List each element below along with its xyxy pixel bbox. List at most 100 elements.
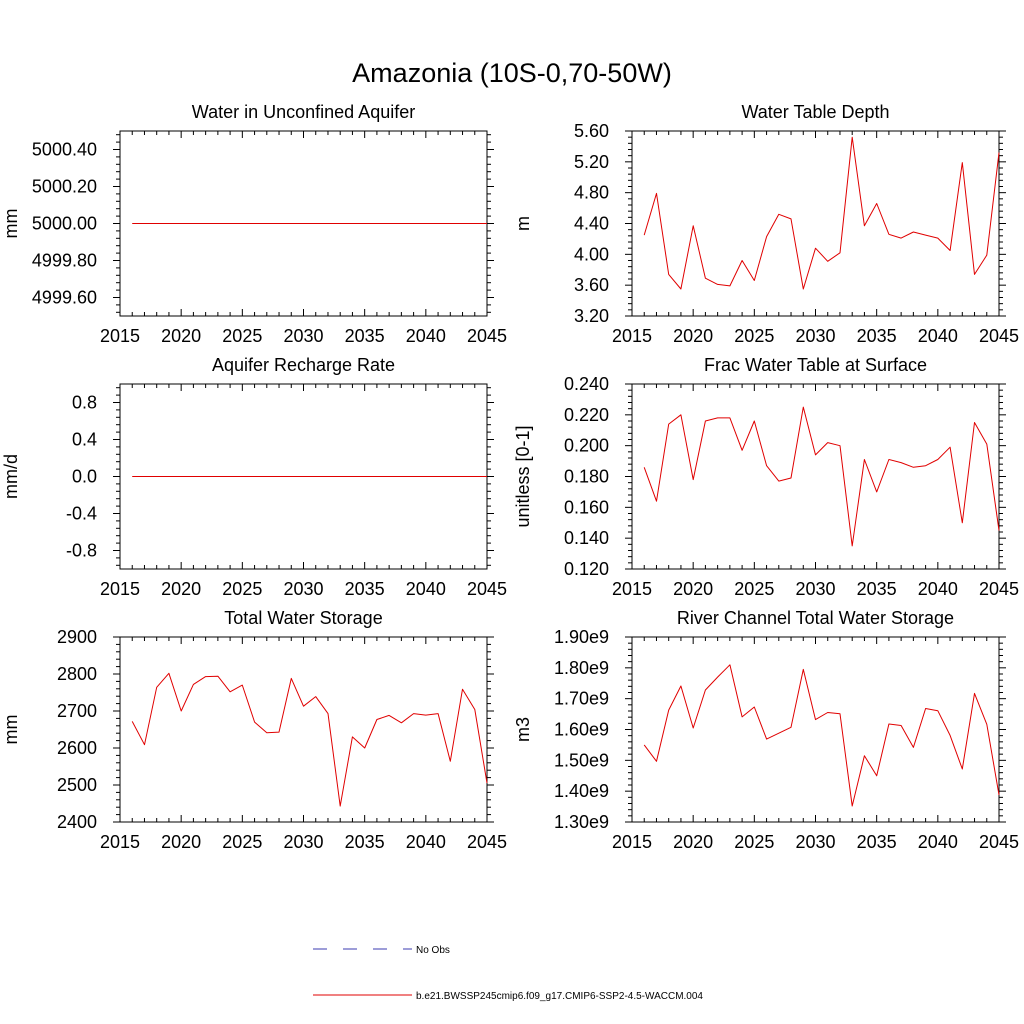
x-tick-label: 2030 [283, 326, 323, 346]
chart-title: Frac Water Table at Surface [704, 355, 927, 375]
x-tick-label: 2025 [222, 832, 262, 852]
panels: Water in Unconfined Aquifer mm 2015 2020 202… [1, 102, 1019, 852]
y-tick-label: 5000.20 [32, 177, 97, 197]
y-tick-label: 0.180 [564, 467, 609, 487]
x-tick-label: 2025 [222, 326, 262, 346]
x-tick-label: 2020 [673, 832, 713, 852]
chart-panel-6: River Channel Total Water Storage m3 2015 2… [513, 608, 1019, 852]
x-tick-label: 2040 [406, 832, 446, 852]
x-tick-label: 2020 [673, 579, 713, 599]
y-axis-label: m3 [513, 717, 533, 742]
x-tick-label: 2020 [673, 326, 713, 346]
chart-panel-5: Total Water Storage mm 2015 2020 2025 2030 203… [1, 608, 507, 852]
y-tick-label: 0.140 [564, 528, 609, 548]
y-tick-label: 0.160 [564, 497, 609, 517]
y-tick-label: 2500 [57, 775, 97, 795]
chart-title: Total Water Storage [224, 608, 382, 628]
x-tick-label: 2025 [222, 579, 262, 599]
chart-title: Water Table Depth [741, 102, 889, 122]
x-tick-label: 2015 [100, 326, 140, 346]
y-axis-label: unitless [0-1] [513, 425, 533, 527]
y-axis-label: mm [1, 715, 21, 745]
chart-panel-2: Water Table Depth m 2015 2020 2025 2030 2035 20… [513, 102, 1019, 346]
y-tick-label: 4.40 [574, 214, 609, 234]
chart-panel-1: Water in Unconfined Aquifer mm 2015 2020 202… [1, 102, 507, 346]
x-tick-label: 2015 [612, 579, 652, 599]
y-tick-label: 0.200 [564, 436, 609, 456]
series-line [643, 406, 1000, 547]
y-tick-label: 3.60 [574, 275, 609, 295]
y-axis-label: mm [1, 209, 21, 239]
chart-title: River Channel Total Water Storage [677, 608, 954, 628]
x-tick-label: 2015 [100, 579, 140, 599]
y-tick-label: 4.00 [574, 244, 609, 264]
x-tick-label: 2035 [857, 579, 897, 599]
x-tick-label: 2030 [283, 579, 323, 599]
y-tick-label: 1.90e9 [554, 627, 609, 647]
y-tick-label: 5000.40 [32, 140, 97, 160]
y-tick-label: -0.4 [66, 504, 97, 524]
y-tick-label: 1.40e9 [554, 781, 609, 801]
y-axis-label: mm/d [1, 454, 21, 499]
x-tick-label: 2040 [918, 326, 958, 346]
y-tick-label: 2400 [57, 812, 97, 832]
y-tick-label: 1.30e9 [554, 812, 609, 832]
series-line [643, 664, 1000, 807]
y-tick-label: 0.120 [564, 559, 609, 579]
x-tick-label: 2020 [161, 326, 201, 346]
y-tick-label: 4.80 [574, 183, 609, 203]
x-tick-label: 2045 [979, 832, 1019, 852]
x-tick-label: 2020 [161, 579, 201, 599]
chart-panel-4: Frac Water Table at Surface unitless [0-1… [513, 355, 1019, 599]
x-tick-label: 2035 [345, 326, 385, 346]
legend-label-model: b.e21.BWSSP245cmip6.f09_g17.CMIP6-SSP2-4… [416, 991, 703, 1002]
y-tick-label: 3.20 [574, 306, 609, 326]
x-tick-label: 2035 [857, 832, 897, 852]
x-tick-label: 2040 [918, 832, 958, 852]
chart-title: Water in Unconfined Aquifer [192, 102, 415, 122]
x-tick-label: 2030 [283, 832, 323, 852]
y-tick-label: 1.80e9 [554, 658, 609, 678]
x-tick-label: 2030 [795, 579, 835, 599]
x-tick-label: 2030 [795, 832, 835, 852]
x-tick-label: 2045 [467, 832, 507, 852]
x-tick-label: 2045 [467, 326, 507, 346]
x-tick-label: 2025 [734, 579, 774, 599]
series-line [643, 136, 1000, 290]
x-tick-label: 2015 [612, 832, 652, 852]
x-tick-label: 2025 [734, 832, 774, 852]
y-tick-label: 5.60 [574, 121, 609, 141]
x-tick-label: 2040 [406, 326, 446, 346]
chart-panel-3: Aquifer Recharge Rate mm/d 2015 2020 2025 203… [1, 355, 507, 599]
y-tick-label: 2900 [57, 627, 97, 647]
x-tick-label: 2045 [979, 579, 1019, 599]
y-tick-label: 2800 [57, 664, 97, 684]
legend: No Obs b.e21.BWSSP245cmip6.f09_g17.CMIP6… [313, 945, 703, 1002]
y-tick-label: 1.60e9 [554, 720, 609, 740]
x-tick-label: 2045 [979, 326, 1019, 346]
y-tick-label: 5000.00 [32, 214, 97, 234]
y-tick-label: 1.50e9 [554, 750, 609, 770]
x-tick-label: 2045 [467, 579, 507, 599]
y-tick-label: 2600 [57, 738, 97, 758]
y-tick-label: 4999.80 [32, 251, 97, 271]
legend-label-no-obs: No Obs [416, 945, 450, 956]
y-tick-label: -0.8 [66, 541, 97, 561]
y-tick-label: 5.20 [574, 152, 609, 172]
figure-title: Amazonia (10S-0,70-50W) [352, 58, 672, 88]
chart-title: Aquifer Recharge Rate [212, 355, 395, 375]
y-tick-label: 0.0 [72, 467, 97, 487]
x-tick-label: 2040 [918, 579, 958, 599]
x-tick-label: 2015 [612, 326, 652, 346]
x-tick-label: 2030 [795, 326, 835, 346]
y-tick-label: 0.220 [564, 405, 609, 425]
y-tick-label: 4999.60 [32, 288, 97, 308]
y-axis-label: m [513, 216, 533, 231]
x-tick-label: 2035 [345, 832, 385, 852]
x-tick-label: 2015 [100, 832, 140, 852]
y-tick-label: 0.4 [72, 430, 97, 450]
series-line [131, 672, 488, 807]
x-tick-label: 2040 [406, 579, 446, 599]
